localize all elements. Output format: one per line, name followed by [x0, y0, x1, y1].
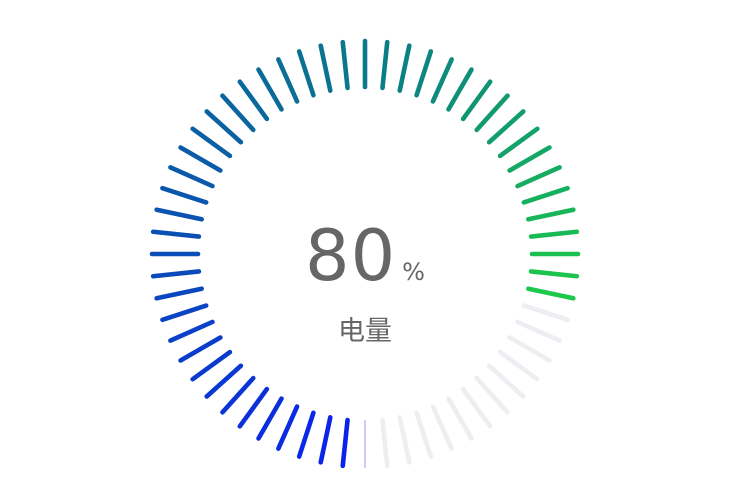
- gauge-tick-inactive: [486, 363, 526, 399]
- gauge-tick-active: [515, 165, 562, 189]
- gauge-tick-active: [150, 269, 202, 279]
- gauge-tick-inactive: [397, 415, 412, 465]
- gauge-tick-active: [220, 93, 256, 133]
- gauge-tick-active: [526, 286, 576, 301]
- gauge-tick-inactive: [460, 386, 493, 429]
- gauge-tick-active: [154, 286, 204, 301]
- gauge-tick-active: [528, 269, 580, 279]
- gauge-value-number: 80: [305, 215, 397, 297]
- gauge-tick-active: [256, 396, 284, 441]
- gauge-tick-inactive: [515, 319, 562, 343]
- gauge-tick-inactive: [521, 303, 570, 323]
- gauge-tick-active: [204, 363, 244, 399]
- gauge-tick-active: [204, 109, 244, 145]
- gauge-tick-active: [296, 49, 316, 98]
- gauge-tick-active: [528, 229, 580, 239]
- gauge-tick-active: [276, 404, 300, 451]
- gauge-tick-active: [497, 126, 540, 159]
- gauge-tick-active: [220, 375, 256, 415]
- gauge-tick-active: [318, 415, 333, 465]
- gauge-tick-inactive: [380, 417, 390, 469]
- gauge-tick-inactive: [507, 335, 552, 363]
- gauge-tick-active: [237, 79, 270, 122]
- gauge-tick-active: [397, 43, 412, 93]
- gauge-tick-active: [446, 67, 474, 112]
- gauge-tick-active: [507, 145, 552, 173]
- gauge-tick-active: [296, 410, 316, 459]
- gauge-value: 80%: [0, 212, 730, 300]
- gauge-tick-active: [521, 185, 570, 205]
- gauge-tick-inactive: [474, 375, 510, 415]
- gauge-tick-active: [430, 57, 454, 104]
- gauge-tick-active: [160, 185, 209, 205]
- gauge-tick-active: [340, 417, 350, 469]
- gauge-tick-active: [340, 39, 350, 91]
- gauge-tick-active: [256, 67, 284, 112]
- gauge-tick-active: [154, 207, 204, 222]
- gauge-tick-active: [150, 229, 202, 239]
- gauge-tick-active: [474, 93, 510, 133]
- gauge-tick-active: [190, 349, 233, 382]
- gauge-tick-active: [414, 49, 434, 98]
- gauge-tick-active: [380, 39, 390, 91]
- gauge-tick-active: [460, 79, 493, 122]
- gauge-value-unit: %: [402, 258, 425, 286]
- gauge-tick-inactive: [414, 410, 434, 459]
- gauge-label: 电量: [338, 316, 392, 347]
- gauge-tick-active: [160, 303, 209, 323]
- gauge-tick-inactive: [497, 349, 540, 382]
- gauge-tick-active: [276, 57, 300, 104]
- gauge-tick-active: [190, 126, 233, 159]
- gauge-tick-active: [178, 145, 223, 173]
- gauge-tick-active: [168, 319, 215, 343]
- gauge-tick-active: [237, 386, 270, 429]
- gauge-tick-active: [526, 207, 576, 222]
- gauge-tick-inactive: [446, 396, 474, 441]
- gauge-tick-active: [168, 165, 215, 189]
- gauge-tick-active: [486, 109, 526, 145]
- gauge-tick-active: [178, 335, 223, 363]
- gauge-tick-active: [318, 43, 333, 93]
- gauge-tick-inactive: [430, 404, 454, 451]
